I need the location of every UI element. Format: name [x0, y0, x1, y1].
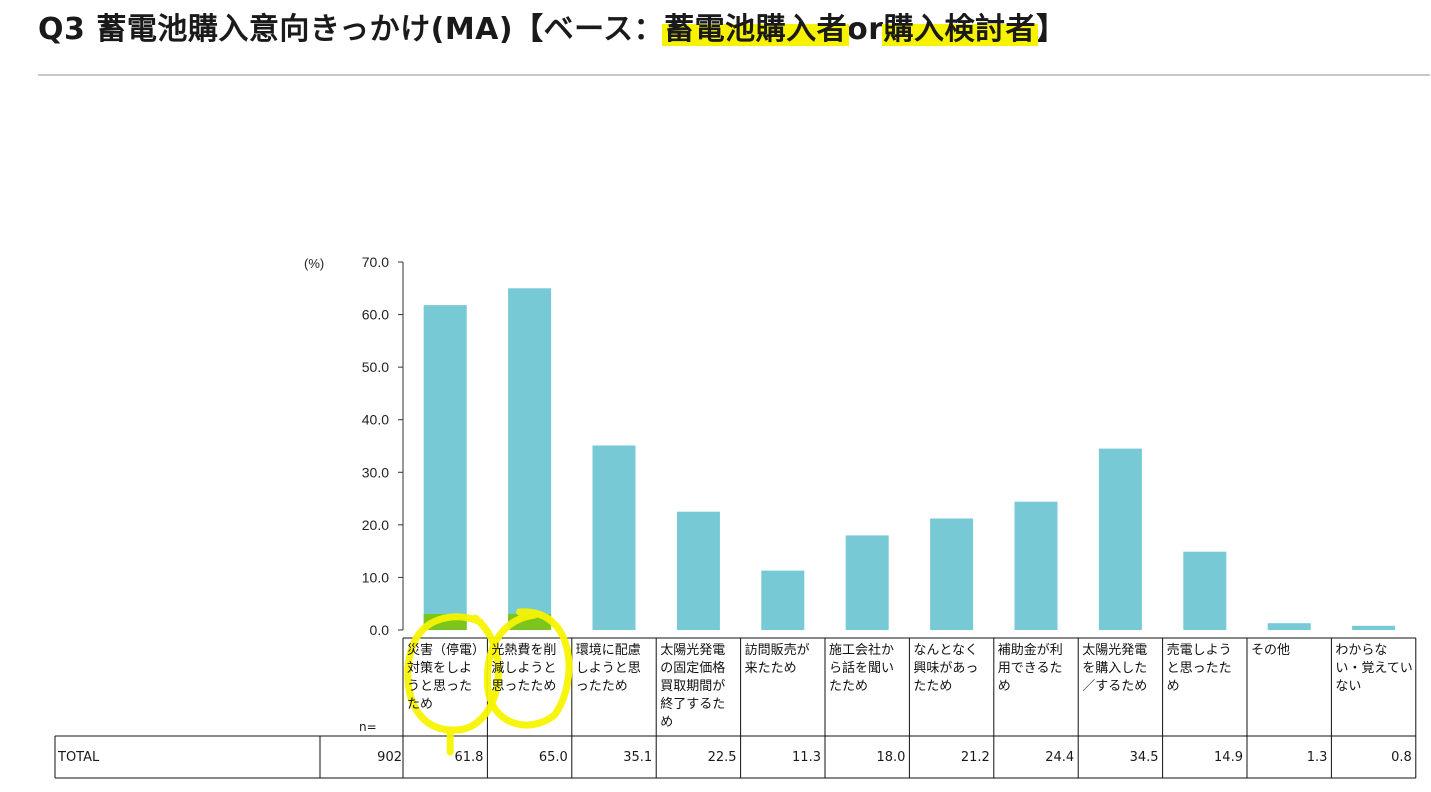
category-label: 環境に配慮しようと思ったため — [575, 643, 641, 694]
highlight-circle — [404, 613, 502, 756]
title-divider — [38, 74, 1430, 76]
n-value: 902 — [377, 750, 402, 765]
y-tick-label: 20.0 — [362, 517, 389, 533]
bar — [1098, 448, 1142, 630]
n-label: n= — [359, 720, 377, 734]
bar — [1183, 551, 1227, 630]
title-highlight-text-1: 蓄電池購入者 — [664, 12, 848, 47]
y-tick-label: 0.0 — [370, 622, 390, 638]
bar-series — [423, 288, 1396, 630]
value-cell: 21.2 — [960, 750, 990, 765]
y-tick-label: 30.0 — [362, 464, 389, 480]
y-tick-label: 50.0 — [362, 359, 389, 375]
y-tick-label: 60.0 — [362, 307, 389, 323]
title-highlight-text-2: 購入検討者 — [883, 12, 1037, 47]
bar — [1352, 625, 1396, 630]
bar — [676, 511, 720, 630]
category-label: なんとなく興味があったため — [913, 643, 979, 694]
category-label: 光熱費を削減しようと思ったため — [491, 643, 557, 694]
value-cell: 34.5 — [1129, 750, 1159, 765]
value-cell: 61.8 — [454, 750, 484, 765]
value-cell: 65.0 — [538, 750, 568, 765]
title-suffix: 】 — [1036, 12, 1067, 47]
bar — [761, 570, 805, 630]
title-prefix: Q3 蓄電池購入意向きっかけ(MA)【ベース： — [38, 12, 665, 47]
category-label: わからない・覚えていない — [1335, 643, 1413, 694]
value-cell: 11.3 — [792, 750, 821, 765]
category-label: 太陽光発電を購入した／するため — [1082, 643, 1148, 694]
y-tick-label: 10.0 — [362, 569, 389, 585]
category-label: 施工会社から話を聞いたため — [829, 643, 895, 694]
bar — [1267, 623, 1311, 630]
title-highlight-1: 蓄電池購入者 — [662, 12, 850, 47]
highlight-mark — [662, 24, 850, 46]
title-highlight-2: 購入検討者 — [881, 12, 1039, 47]
y-axis-unit: (%) — [304, 256, 324, 271]
category-label: 売電しようと思ったため — [1166, 643, 1232, 694]
bar — [1014, 501, 1058, 630]
page-title: Q3 蓄電池購入意向きっかけ(MA)【ベース： 蓄電池購入者or 購入検討者】 — [38, 8, 1067, 52]
value-cell: 1.3 — [1306, 750, 1328, 765]
highlight-circles — [404, 608, 573, 756]
value-cell: 0.8 — [1391, 750, 1412, 765]
value-cell: 24.4 — [1045, 750, 1075, 765]
bar — [423, 305, 467, 630]
category-label: 補助金が利用できるため — [997, 643, 1063, 694]
total-row-label: TOTAL — [58, 750, 100, 765]
y-tick-label: 70.0 — [362, 254, 389, 270]
category-label: 太陽光発電の固定価格買取期間が終了するため — [660, 643, 726, 730]
category-label: その他 — [1251, 643, 1291, 658]
value-cell: 35.1 — [623, 750, 653, 765]
y-tick-label: 40.0 — [362, 412, 389, 428]
bar — [592, 445, 636, 630]
highlight-mark — [881, 24, 1039, 46]
bar — [845, 535, 889, 630]
bar — [508, 288, 552, 630]
title-mid: or — [847, 12, 884, 47]
value-cell: 22.5 — [707, 750, 737, 765]
value-cell: 14.9 — [1214, 750, 1243, 765]
category-label: 災害（停電）対策をしようと思ったため — [407, 643, 479, 712]
highlight-circle — [483, 608, 573, 729]
bar — [930, 518, 974, 630]
y-axis: 70.0 60.0 50.0 40.0 30.0 20.0 10.0 0.0 — [362, 254, 404, 638]
value-cell: 18.0 — [876, 750, 906, 765]
category-label: 訪問販売が来たため — [744, 643, 810, 676]
